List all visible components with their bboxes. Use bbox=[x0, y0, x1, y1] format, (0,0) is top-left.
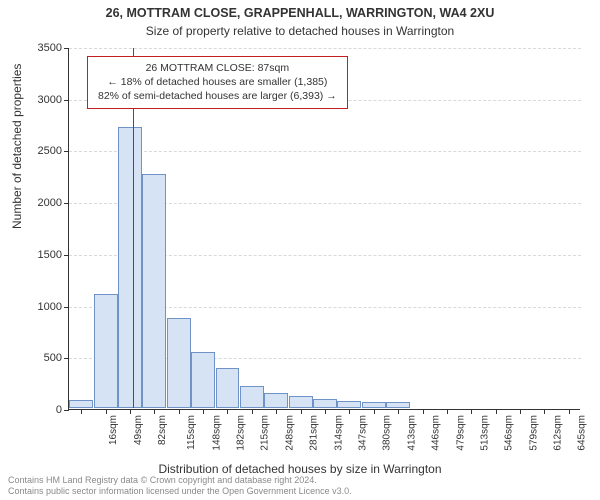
y-tick-mark bbox=[64, 203, 69, 204]
footer-attribution: Contains HM Land Registry data © Crown c… bbox=[8, 475, 352, 497]
y-tick-label: 500 bbox=[22, 352, 62, 364]
info-box: 26 MOTTRAM CLOSE: 87sqm← 18% of detached… bbox=[87, 56, 348, 109]
x-tick-mark bbox=[179, 409, 180, 414]
info-box-line-2: ← 18% of detached houses are smaller (1,… bbox=[98, 75, 337, 89]
y-tick-label: 2000 bbox=[22, 197, 62, 209]
footer-line-1: Contains HM Land Registry data © Crown c… bbox=[8, 475, 352, 486]
x-tick-label: 579sqm bbox=[528, 415, 539, 451]
plot-box: 16sqm49sqm82sqm115sqm148sqm182sqm215sqm2… bbox=[68, 48, 580, 410]
y-tick-mark bbox=[64, 255, 69, 256]
x-tick-label: 215sqm bbox=[260, 415, 271, 451]
histogram-bar bbox=[69, 400, 93, 408]
histogram-bar bbox=[142, 174, 166, 408]
histogram-bar bbox=[191, 352, 215, 408]
x-tick-label: 314sqm bbox=[333, 415, 344, 451]
y-tick-mark bbox=[64, 307, 69, 308]
x-tick-label: 248sqm bbox=[284, 415, 295, 451]
x-tick-label: 645sqm bbox=[577, 415, 588, 451]
x-tick-mark bbox=[154, 409, 155, 414]
x-tick-mark bbox=[471, 409, 472, 414]
x-tick-mark bbox=[496, 409, 497, 414]
y-tick-mark bbox=[64, 151, 69, 152]
histogram-bar bbox=[386, 402, 410, 408]
x-tick-label: 413sqm bbox=[406, 415, 417, 451]
x-tick-mark bbox=[252, 409, 253, 414]
y-tick-mark bbox=[64, 410, 69, 411]
x-tick-mark bbox=[325, 409, 326, 414]
y-tick-mark bbox=[64, 48, 69, 49]
x-tick-label: 82sqm bbox=[157, 415, 168, 445]
histogram-bar bbox=[264, 393, 288, 409]
y-tick-label: 1000 bbox=[22, 301, 62, 313]
y-tick-label: 2500 bbox=[22, 145, 62, 157]
x-tick-mark bbox=[227, 409, 228, 414]
histogram-bar bbox=[337, 401, 361, 408]
histogram-bar bbox=[362, 402, 386, 408]
x-tick-mark bbox=[130, 409, 131, 414]
x-tick-label: 16sqm bbox=[108, 415, 119, 445]
x-tick-label: 513sqm bbox=[479, 415, 490, 451]
x-tick-mark bbox=[374, 409, 375, 414]
gridline bbox=[69, 48, 581, 49]
x-tick-mark bbox=[203, 409, 204, 414]
x-tick-mark bbox=[520, 409, 521, 414]
y-tick-label: 3000 bbox=[22, 94, 62, 106]
x-tick-label: 115sqm bbox=[186, 415, 197, 450]
x-tick-label: 446sqm bbox=[431, 415, 442, 451]
x-tick-label: 281sqm bbox=[309, 415, 320, 451]
x-tick-label: 546sqm bbox=[504, 415, 515, 451]
x-tick-label: 49sqm bbox=[133, 415, 144, 445]
y-tick-mark bbox=[64, 358, 69, 359]
x-tick-mark bbox=[349, 409, 350, 414]
histogram-bar bbox=[289, 396, 313, 408]
x-tick-label: 148sqm bbox=[211, 415, 222, 451]
histogram-bar bbox=[313, 399, 337, 408]
x-tick-label: 479sqm bbox=[455, 415, 466, 451]
histogram-bar bbox=[167, 318, 191, 408]
x-tick-mark bbox=[544, 409, 545, 414]
y-tick-mark bbox=[64, 100, 69, 101]
chart-plot-area: 16sqm49sqm82sqm115sqm148sqm182sqm215sqm2… bbox=[68, 48, 580, 410]
chart-title-sub: Size of property relative to detached ho… bbox=[0, 24, 600, 38]
histogram-bar bbox=[216, 368, 240, 408]
histogram-bar bbox=[94, 294, 118, 408]
y-tick-label: 0 bbox=[22, 404, 62, 416]
chart-title-main: 26, MOTTRAM CLOSE, GRAPPENHALL, WARRINGT… bbox=[0, 6, 600, 20]
chart-container: 26, MOTTRAM CLOSE, GRAPPENHALL, WARRINGT… bbox=[0, 0, 600, 500]
x-tick-label: 347sqm bbox=[358, 415, 369, 451]
x-tick-mark bbox=[423, 409, 424, 414]
info-box-line-3: 82% of semi-detached houses are larger (… bbox=[98, 89, 337, 103]
info-box-line-1: 26 MOTTRAM CLOSE: 87sqm bbox=[98, 61, 337, 75]
y-tick-label: 3500 bbox=[22, 42, 62, 54]
histogram-bar bbox=[240, 386, 264, 408]
gridline bbox=[69, 151, 581, 152]
x-tick-mark bbox=[106, 409, 107, 414]
y-tick-label: 1500 bbox=[22, 249, 62, 261]
x-tick-mark bbox=[398, 409, 399, 414]
x-tick-mark bbox=[447, 409, 448, 414]
x-tick-mark bbox=[276, 409, 277, 414]
histogram-bar bbox=[118, 127, 142, 408]
x-tick-label: 612sqm bbox=[553, 415, 564, 451]
x-axis-label: Distribution of detached houses by size … bbox=[0, 462, 600, 476]
x-tick-mark bbox=[81, 409, 82, 414]
footer-line-2: Contains public sector information licen… bbox=[8, 486, 352, 497]
x-tick-mark bbox=[569, 409, 570, 414]
x-tick-mark bbox=[301, 409, 302, 414]
x-tick-label: 182sqm bbox=[236, 415, 247, 451]
x-tick-label: 380sqm bbox=[382, 415, 393, 451]
